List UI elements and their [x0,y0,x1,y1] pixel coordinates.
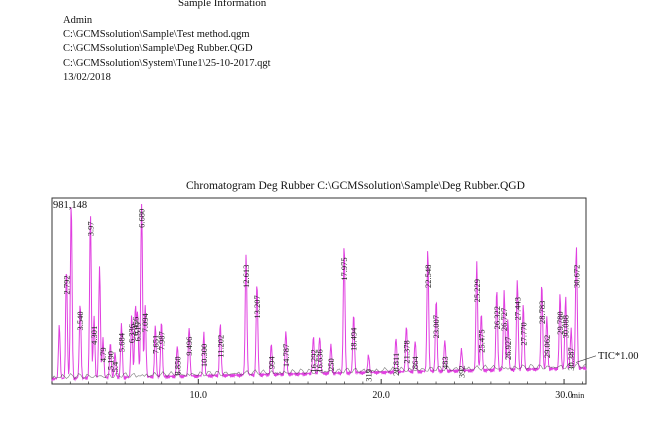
peak-label: 21.378 [401,340,411,363]
peak-label: 16.636 [315,349,325,372]
baseline-noise-line [51,362,587,380]
peak-label: 30.672 [571,265,581,288]
peak-label: 9.496 [184,337,194,356]
peak-label: 22.548 [423,265,433,288]
peak-label: 25.229 [472,279,482,302]
peak-label: 250 [326,358,336,371]
peak-label: 5.190 [105,351,115,370]
sample-information-title: Sample Information [178,0,267,9]
peak-label: 28.783 [537,301,547,324]
peak-label: 7.094 [140,312,150,332]
peak-label: 12.613 [241,265,251,288]
peak-label: 11.202 [215,335,225,358]
peak-label: 26.927 [503,337,513,360]
peak-label: 4.79 [98,347,108,362]
peak-label: 18.494 [349,327,359,351]
peak-label: 30.088 [561,315,571,338]
peak-label: 27.443 [512,297,522,320]
chromatogram-title: Chromatogram Deg Rubber C:\GCMSsolution\… [186,180,525,192]
sample-information-header: Sample Information Admin C:\GCMSsolution… [0,0,652,170]
peak-label: 26.322 [492,306,502,329]
peak-label: 483 [440,356,450,369]
peak-label: 23.007 [431,315,441,338]
peak-label: 20.811 [391,353,401,376]
peak-label: 864 [410,356,420,370]
peak-label: 29.062 [542,335,552,358]
peak-label: 17.975 [339,257,349,280]
peak-label: 3.97 [85,221,95,236]
peak-label: 7.987 [157,331,167,350]
peak-label: 7.651 [150,335,160,354]
operator-name: Admin [63,15,93,26]
peak-label: 319 [364,369,374,382]
method-file-path: C:\GCMSsolution\Sample\Test method.qgm [63,29,250,41]
x-axis-unit: min [572,391,584,400]
peak-label: 6.336 [127,324,137,343]
sample-info-lines: Admin C:\GCMSsolution\Sample\Test method… [63,14,271,85]
tune-file-path: C:\GCMSsolution\System\Tune1\25-10-2017.… [63,57,271,69]
peak-label: 4.301 [89,326,99,345]
peak-label: 2.792 [62,275,72,294]
data-file-path: C:\GCMSsolution\Sample\Deg Rubber.QGD [63,43,253,55]
peak-label: 8.850 [172,356,182,375]
peak-label: 14.787 [281,344,291,367]
tic-trace-line [51,203,587,382]
peak-label: 10.300 [199,344,209,367]
peak-label: 27.770 [518,322,528,345]
plot-frame [51,197,587,385]
peak-label: 6.519 [133,322,143,341]
peak-label: 6.680 [137,209,147,228]
peak-label: 30.387 [566,347,576,370]
x-tick-label: 20.0 [372,390,390,401]
peak-label: 5.4 [110,361,120,372]
peak-label: 3.540 [75,311,85,330]
peak-label: 26.727 [499,308,509,331]
x-tick-label: 30.0 [555,390,573,401]
series-label-leader [575,355,597,363]
series-label: TIC*1.00 [598,351,639,362]
peak-label: 13.207 [252,295,262,318]
x-tick-label: 10.0 [190,390,208,401]
peak-label: 25.475 [476,329,486,352]
peak-label: 29.780 [555,311,565,334]
peak-label: 6.456 [130,317,140,336]
peak-label: 5.684 [117,332,127,352]
peak-label: 16.292 [308,349,318,372]
peak-label: 392 [457,365,467,378]
acquisition-date: 13/02/2018 [63,71,111,83]
max-intensity-label: 981,148 [53,200,87,211]
peak-label: 994 [266,356,276,370]
